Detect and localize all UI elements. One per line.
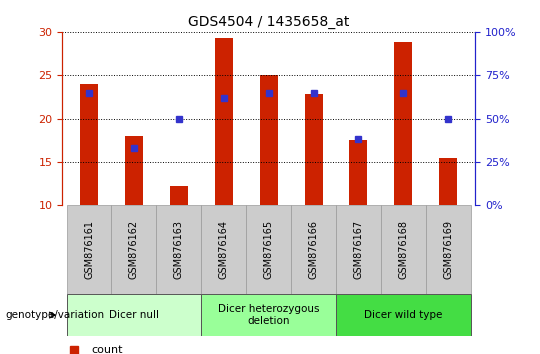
Text: Dicer wild type: Dicer wild type [364, 310, 443, 320]
Bar [291, 205, 336, 294]
Text: GSM876161: GSM876161 [84, 220, 94, 279]
Bar [260, 75, 278, 205]
Bar [201, 294, 336, 336]
Bar [336, 294, 471, 336]
Text: genotype/variation: genotype/variation [5, 310, 105, 320]
Text: Dicer null: Dicer null [109, 310, 159, 320]
Bar [349, 140, 367, 205]
Bar [111, 205, 157, 294]
Bar [246, 205, 291, 294]
Bar [170, 186, 188, 205]
Text: count: count [91, 346, 123, 354]
Title: GDS4504 / 1435658_at: GDS4504 / 1435658_at [188, 16, 349, 29]
Bar [201, 205, 246, 294]
Text: GSM876167: GSM876167 [354, 220, 363, 279]
Bar [157, 205, 201, 294]
Bar [336, 205, 381, 294]
Bar [394, 42, 413, 205]
Text: GSM876168: GSM876168 [399, 220, 408, 279]
Bar [80, 84, 98, 205]
Text: GSM876164: GSM876164 [219, 220, 229, 279]
Bar [215, 38, 233, 205]
Bar [125, 136, 143, 205]
Bar [66, 294, 201, 336]
Bar [305, 94, 322, 205]
Bar [381, 205, 426, 294]
Bar [66, 205, 111, 294]
Text: Dicer heterozygous
deletion: Dicer heterozygous deletion [218, 304, 319, 326]
Text: GSM876162: GSM876162 [129, 220, 139, 279]
Bar [426, 205, 471, 294]
Text: GSM876169: GSM876169 [443, 220, 453, 279]
Text: GSM876166: GSM876166 [308, 220, 319, 279]
Bar [439, 158, 457, 205]
Text: GSM876165: GSM876165 [264, 220, 274, 279]
Text: GSM876163: GSM876163 [174, 220, 184, 279]
